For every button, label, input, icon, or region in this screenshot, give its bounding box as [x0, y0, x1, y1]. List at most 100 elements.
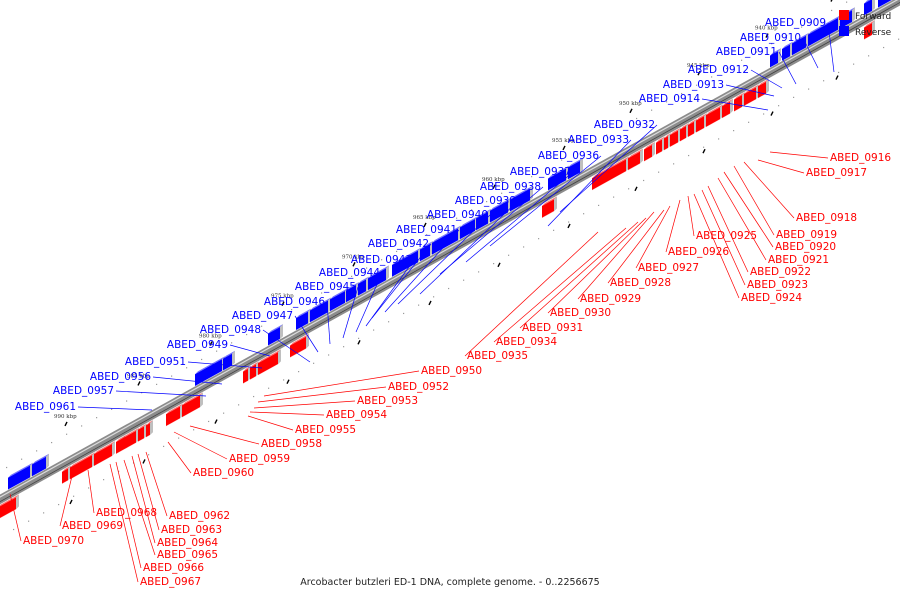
gene-label: ABED_0963 — [161, 524, 222, 536]
tick-mark — [770, 111, 774, 116]
dna-backbone-highlight — [0, 0, 899, 498]
leader-line — [173, 431, 228, 460]
tick-mark — [567, 223, 571, 229]
leader-line — [342, 286, 359, 339]
gene-label: ABED_0952 — [388, 381, 449, 393]
leader-line — [257, 386, 387, 403]
forward-gene-17 — [643, 142, 655, 162]
tick-label: 960 kbp — [482, 177, 505, 183]
leader-line — [77, 406, 153, 411]
leader-line — [464, 231, 599, 357]
tick-mark — [428, 300, 432, 306]
tick-mark — [835, 75, 839, 80]
tick-label: 955 kbp — [552, 138, 575, 144]
leader-line — [371, 243, 432, 319]
leader-line — [123, 459, 156, 556]
leader-line — [59, 475, 73, 527]
gene-label: ABED_0914 — [639, 93, 700, 105]
gene-label: ABED_0970 — [23, 535, 84, 547]
tick-mark — [629, 108, 633, 114]
gene-label: ABED_0962 — [169, 510, 230, 522]
leader-line — [167, 441, 192, 474]
leader-line — [115, 461, 142, 569]
leader-line — [439, 186, 544, 275]
reverse-gene-26 — [877, 0, 893, 9]
tick-label: 945 kbp — [687, 63, 710, 69]
tick-mark — [702, 148, 706, 154]
gene-label: ABED_0941 — [396, 224, 457, 236]
leader-line — [733, 165, 775, 236]
leader-line — [723, 171, 774, 248]
leader-line — [519, 221, 639, 329]
gene-label: ABED_0947 — [232, 310, 293, 322]
tick-mark — [64, 421, 68, 427]
forward-gene-7 — [145, 420, 153, 438]
gene-label: ABED_0944 — [319, 267, 380, 279]
gene-label: ABED_0955 — [295, 424, 356, 436]
forward-gene-11 — [249, 361, 259, 380]
gene-label: ABED_0935 — [467, 350, 528, 362]
forward-gene-25 — [721, 98, 733, 119]
tick-mark — [69, 499, 73, 505]
gene-label: ABED_0967 — [140, 576, 201, 588]
gene-label: ABED_0961 — [15, 401, 76, 413]
leader-line — [743, 161, 795, 219]
tick-mark — [423, 222, 427, 228]
gene-label: ABED_0969 — [62, 520, 123, 532]
gene-label: ABED_0917 — [806, 167, 867, 179]
gene-label: ABED_0910 — [740, 32, 801, 44]
reverse-gene-16 — [489, 197, 511, 224]
leader-line — [384, 229, 460, 313]
leader-line — [493, 227, 627, 343]
gene-label: ABED_0931 — [522, 322, 583, 334]
tick-mark — [137, 381, 141, 386]
gene-label: ABED_0913 — [663, 79, 724, 91]
gene-label: ABED_0958 — [261, 438, 322, 450]
tick-mark — [765, 33, 769, 38]
leader-line — [802, 37, 819, 69]
leader-line — [465, 171, 574, 263]
gene-label: ABED_0946 — [264, 296, 325, 308]
tick-mark — [357, 340, 361, 345]
leader-line — [707, 185, 749, 273]
gene-label: ABED_0916 — [830, 152, 891, 164]
tick-mark — [830, 0, 833, 2]
forward-gene-28 — [757, 78, 769, 99]
forward-gene-16 — [627, 148, 643, 171]
tick-mark — [562, 145, 566, 151]
tick-mark — [352, 262, 356, 267]
reverse-gene-4 — [267, 324, 283, 347]
gene-labels: ABED_0909 ABED_0910 ABED_0911 ABED_0912 ABED… — [15, 17, 891, 588]
tick-label: 970 kbp — [342, 254, 365, 260]
leader-line — [827, 22, 835, 73]
reverse-gene-1 — [31, 453, 49, 477]
gene-label: ABED_0930 — [550, 307, 611, 319]
forward-gene-22 — [687, 118, 697, 138]
leader-line — [263, 370, 420, 397]
tick-mark — [209, 341, 213, 346]
leader-line — [701, 98, 769, 111]
gene-label: ABED_0920 — [775, 241, 836, 253]
leader-line — [693, 193, 740, 299]
leader-line — [607, 209, 665, 284]
leader-line — [769, 151, 829, 159]
gene-label: ABED_0960 — [193, 467, 254, 479]
leader-line — [577, 211, 655, 300]
leader-line — [294, 315, 319, 353]
reverse-gene-22 — [791, 32, 809, 56]
gene-label: ABED_0929 — [580, 293, 641, 305]
reverse-gene-8 — [345, 282, 359, 303]
legend-reverse-label: Reverse — [855, 28, 892, 38]
gene-label: ABED_0968 — [96, 507, 157, 519]
gene-label: ABED_0919 — [776, 229, 837, 241]
genome-caption: Arcobacter butzleri ED-1 DNA, complete g… — [300, 577, 600, 588]
legend: Forward Reverse — [839, 10, 892, 38]
tick-label: 990 kbp — [54, 414, 77, 420]
leader-line — [665, 199, 681, 253]
leader-line — [152, 376, 223, 385]
gene-label: ABED_0909 — [765, 17, 826, 29]
leader-line — [365, 259, 415, 327]
leader-line — [397, 214, 491, 305]
tick-mark — [697, 70, 701, 76]
